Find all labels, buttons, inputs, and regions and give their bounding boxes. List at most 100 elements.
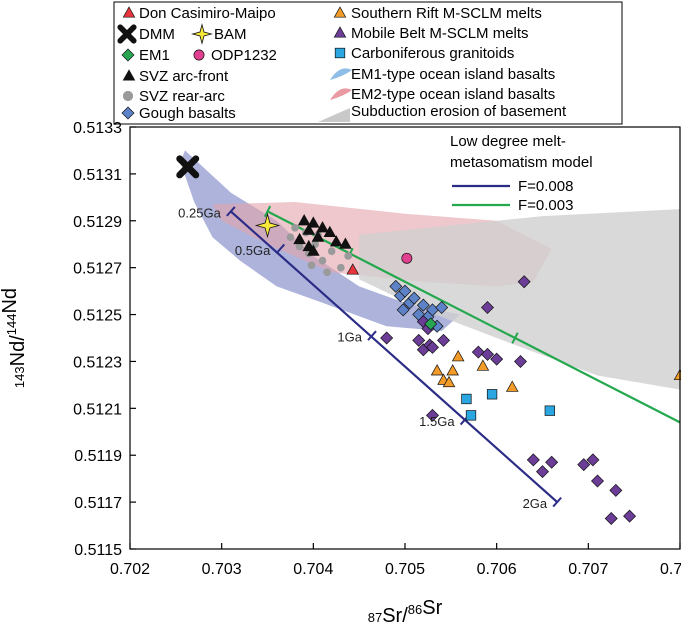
point-mobile-belt-m-sclm-melts-16 bbox=[536, 465, 549, 479]
point-bam-0 bbox=[254, 212, 281, 239]
x-tick-label-3: 0.705 bbox=[385, 561, 425, 578]
point-gough-basalts-7 bbox=[416, 298, 430, 312]
model-tick-f-0-003-2 bbox=[511, 332, 519, 344]
points-layer bbox=[176, 155, 681, 526]
point-gough-basalts-11 bbox=[435, 301, 449, 315]
model-line-f-0-008 bbox=[230, 210, 558, 503]
y-tick-label-2: 0.5119 bbox=[74, 448, 122, 465]
point-southern-rift-m-sclm-melts-5 bbox=[476, 359, 490, 371]
legend-marker-don-casimiro-maipo bbox=[122, 6, 136, 18]
x-axis-title: 87Sr/86Sr bbox=[368, 597, 443, 627]
y-axis-title: 143Nd/144Nd bbox=[0, 288, 29, 388]
legend-marker-odp1232 bbox=[193, 49, 205, 61]
age-label-2ga: 2Ga bbox=[523, 496, 548, 511]
legend-label-southern-rift-m-sclm-melts: Southern Rift M-SCLM melts bbox=[351, 5, 542, 22]
point-mobile-belt-m-sclm-melts-21 bbox=[604, 512, 618, 526]
point-southern-rift-m-sclm-melts-6 bbox=[505, 380, 519, 392]
model-tick-f-0-008-2 bbox=[367, 330, 377, 341]
point-carboniferous-granitoids-2 bbox=[486, 389, 498, 400]
y-tick-label-5: 0.5125 bbox=[73, 308, 122, 325]
legend-label-svz-rear-arc: SVZ rear-arc bbox=[139, 88, 225, 105]
legend-marker-carboniferous-granitoids bbox=[334, 47, 346, 59]
point-mobile-belt-m-sclm-melts-11 bbox=[481, 347, 494, 361]
point-svz-rear-arc-1 bbox=[295, 242, 304, 251]
point-mobile-belt-m-sclm-melts-12 bbox=[490, 352, 504, 366]
point-svz-arc-front-0 bbox=[297, 214, 311, 226]
point-svz-arc-front-4 bbox=[311, 230, 325, 242]
point-mobile-belt-m-sclm-melts-0 bbox=[517, 275, 531, 289]
point-mobile-belt-m-sclm-melts-14 bbox=[426, 408, 439, 422]
point-svz-rear-arc-11 bbox=[344, 252, 352, 260]
point-southern-rift-m-sclm-melts-4 bbox=[451, 350, 465, 362]
legend-label-em2-type-ocean-island-basalts: EM2-type ocean island basalts bbox=[351, 86, 555, 103]
y-tick-label-8: 0.5131 bbox=[73, 167, 122, 184]
point-svz-rear-arc-10 bbox=[291, 223, 299, 232]
point-svz-rear-arc-5 bbox=[327, 247, 336, 256]
point-mobile-belt-m-sclm-melts-6 bbox=[412, 333, 426, 347]
point-dmm-0 bbox=[176, 155, 200, 179]
legend-label-carboniferous-granitoids: Carboniferous granitoids bbox=[351, 45, 514, 62]
y-tick-label-4: 0.5123 bbox=[73, 354, 122, 371]
y-tick-label-3: 0.5121 bbox=[73, 401, 122, 418]
point-mobile-belt-m-sclm-melts-22 bbox=[609, 483, 623, 497]
x-tick-label-1: 0.703 bbox=[202, 561, 242, 578]
legend-label-odp1232: ODP1232 bbox=[211, 47, 277, 64]
model-tick-f-0-008-4 bbox=[552, 496, 562, 508]
age-label-0-25ga: 0.25Ga bbox=[178, 205, 221, 220]
model-title-line-0: Low degree melt- bbox=[450, 133, 566, 150]
model-line-f-0-003 bbox=[266, 210, 680, 424]
point-mobile-belt-m-sclm-melts-13 bbox=[514, 354, 527, 368]
age-label-1ga: 1Ga bbox=[337, 330, 362, 345]
point-mobile-belt-m-sclm-melts-5 bbox=[380, 331, 394, 345]
point-carboniferous-granitoids-3 bbox=[544, 405, 555, 416]
point-svz-arc-front-1 bbox=[302, 223, 316, 235]
point-mobile-belt-m-sclm-melts-10 bbox=[471, 345, 485, 359]
legend-marker-em1-type-ocean-island-basalts bbox=[330, 68, 352, 80]
point-carboniferous-granitoids-1 bbox=[465, 410, 477, 421]
point-svz-rear-arc-9 bbox=[323, 268, 331, 277]
point-svz-arc-front-3 bbox=[316, 221, 329, 233]
axes: 0.702 0.703 0.704 0.705 0.706 0.707 0.708 0.511… bbox=[0, 120, 681, 627]
point-svz-arc-front-2 bbox=[307, 216, 320, 228]
legend-marker-dmm bbox=[117, 24, 137, 44]
legend-marker-em1 bbox=[121, 48, 135, 62]
point-svz-rear-arc-6 bbox=[337, 263, 345, 272]
model-legend-label-f-0-003: F=0.003 bbox=[518, 197, 573, 214]
legend-label-don-casimiro-maipo: Don Casimiro-Maipo bbox=[139, 5, 276, 22]
model-tick-f-0-008-0 bbox=[226, 206, 236, 217]
legend-label-em1: EM1 bbox=[139, 47, 170, 64]
point-svz-rear-arc-0 bbox=[286, 233, 295, 242]
point-odp1232-0 bbox=[401, 252, 413, 264]
field-subduction-erosion-of-basement bbox=[359, 209, 680, 390]
x-tick-label-2: 0.704 bbox=[293, 561, 333, 578]
point-svz-arc-front-5 bbox=[323, 225, 337, 238]
point-southern-rift-m-sclm-melts-0 bbox=[430, 364, 444, 376]
point-southern-rift-m-sclm-melts-3 bbox=[446, 364, 459, 376]
fields-layer bbox=[180, 150, 680, 390]
point-mobile-belt-m-sclm-melts-17 bbox=[545, 455, 559, 469]
legend-marker-southern-rift-m-sclm-melts bbox=[333, 6, 347, 18]
x-tick-label-5: 0.707 bbox=[568, 561, 608, 578]
legend-marker-svz-rear-arc bbox=[122, 90, 134, 102]
y-tick-label-7: 0.5129 bbox=[73, 214, 122, 231]
legend-marker-bam bbox=[191, 23, 213, 45]
point-southern-rift-m-sclm-melts-2 bbox=[442, 375, 456, 388]
point-mobile-belt-m-sclm-melts-4 bbox=[437, 333, 450, 347]
point-mobile-belt-m-sclm-melts-23 bbox=[623, 509, 637, 523]
y-tick-label-9: 0.5133 bbox=[73, 120, 122, 137]
point-mobile-belt-m-sclm-melts-9 bbox=[426, 340, 439, 354]
legend-label-gough-basalts: Gough basalts bbox=[139, 105, 236, 122]
point-mobile-belt-m-sclm-melts-19 bbox=[586, 453, 600, 467]
x-tick-label-6: 0.708 bbox=[660, 561, 681, 578]
point-mobile-belt-m-sclm-melts-15 bbox=[526, 453, 540, 467]
y-tick-label-1: 0.5117 bbox=[74, 495, 122, 512]
legend-label-em1-type-ocean-island-basalts: EM1-type ocean island basalts bbox=[351, 66, 555, 83]
legend-marker-gough-basalts bbox=[121, 106, 135, 120]
age-label-0-5ga: 0.5Ga bbox=[235, 243, 271, 258]
point-gough-basalts-4 bbox=[407, 291, 421, 305]
legend-marker-svz-arc-front bbox=[122, 69, 136, 81]
point-carboniferous-granitoids-0 bbox=[461, 393, 472, 405]
x-tick-label-0: 0.702 bbox=[110, 561, 150, 578]
legend: Don Casimiro-Maipo DMM BAM EM1 ODP1232 SVZ ar… bbox=[113, 1, 623, 125]
